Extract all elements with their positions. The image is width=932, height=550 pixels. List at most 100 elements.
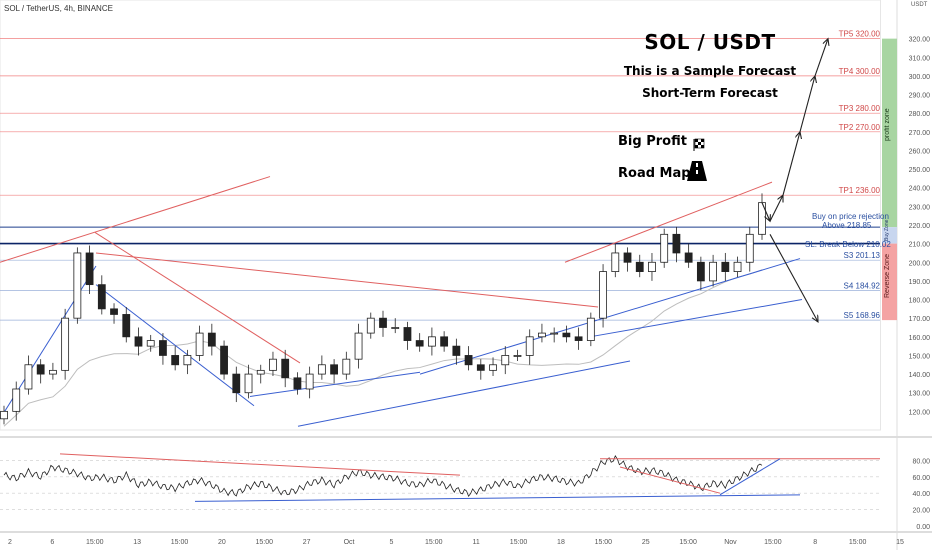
candle-body xyxy=(0,410,8,420)
candle-body xyxy=(379,317,387,328)
oscillator-tick: 80.00 xyxy=(912,458,930,465)
candle-body xyxy=(49,369,57,375)
currency-label: USDT xyxy=(911,2,928,8)
candle-body xyxy=(476,364,485,371)
price-tick: 170.00 xyxy=(909,316,931,323)
buy-zone xyxy=(882,227,897,244)
candle-body xyxy=(110,308,118,315)
level-label: TP2 270.00 xyxy=(839,123,881,132)
trend-line xyxy=(589,299,803,338)
time-tick: 15:00 xyxy=(679,539,697,546)
time-tick: 15:00 xyxy=(86,539,104,546)
candle-body xyxy=(672,233,681,254)
candle-body xyxy=(562,332,571,338)
target-levels: TP5 320.00 TP4 300.00 TP3 280.00 TP2 270.00… xyxy=(0,30,881,321)
candle-body xyxy=(232,373,241,394)
candle-body xyxy=(305,373,314,390)
candle-body xyxy=(24,364,33,390)
forecast-subtitle: This is a Sample Forecast xyxy=(623,64,797,78)
price-tick: 190.00 xyxy=(909,279,931,286)
candle-body xyxy=(330,364,338,375)
buy-zone-label: Buy Zone xyxy=(884,219,890,241)
stop-loss-label: SL: Break Below 210.02 xyxy=(805,240,891,249)
road-icon xyxy=(687,161,707,181)
time-tick: 13 xyxy=(133,539,141,546)
trend-line xyxy=(249,371,421,397)
level-label: TP4 300.00 xyxy=(839,67,881,76)
trend-line xyxy=(297,360,631,427)
candle-body xyxy=(501,355,510,366)
candle-body xyxy=(73,252,82,319)
time-tick: 18 xyxy=(557,539,565,546)
candle-body xyxy=(635,261,644,272)
candle-body xyxy=(489,364,497,371)
candle-body xyxy=(354,332,363,360)
price-tick: 210.00 xyxy=(909,242,931,249)
candle-body xyxy=(220,345,228,375)
time-axis: 2 6 15:00 13 15:00 20 15:00 27 Oct 5 15:00 11 15:00 1… xyxy=(8,539,904,546)
above-level-label: Above 218.85 xyxy=(822,221,872,230)
candle-body xyxy=(440,336,449,347)
candle-body xyxy=(550,332,559,335)
time-tick: Oct xyxy=(344,539,355,546)
price-tick: 150.00 xyxy=(909,353,931,360)
candle-body xyxy=(122,314,131,338)
forecast-arrow xyxy=(799,76,815,132)
forecast-title: SOL / USDT xyxy=(644,30,776,54)
candle-body xyxy=(12,388,21,412)
oscillator-tick: 40.00 xyxy=(912,491,930,498)
price-tick: 300.00 xyxy=(909,74,931,81)
oscillator-tick: 0.00 xyxy=(916,524,930,531)
level-label: TP3 280.00 xyxy=(839,104,881,113)
candle-body xyxy=(366,317,375,334)
candle-body xyxy=(696,261,705,282)
oscillator-trend-line xyxy=(619,466,721,494)
time-tick: 20 xyxy=(218,539,226,546)
candle-body xyxy=(648,261,656,272)
buy-rejection-label: Buy on price rejection xyxy=(812,212,889,221)
time-tick: 27 xyxy=(303,539,311,546)
time-tick: 15:00 xyxy=(171,539,189,546)
candle-body xyxy=(146,340,155,347)
oscillator-trend-line xyxy=(719,458,781,496)
time-tick: 2 xyxy=(8,539,12,546)
candle-body xyxy=(97,284,106,310)
candle-body xyxy=(721,261,730,272)
candle-body xyxy=(183,355,192,366)
candle-body xyxy=(745,233,754,263)
candle-body xyxy=(513,355,522,357)
trend-line xyxy=(95,252,599,308)
time-tick: 15 xyxy=(896,539,904,546)
candle-body xyxy=(159,340,167,356)
price-axis: 120.00 130.00 140.00 150.00 160.00 170.00 180.… xyxy=(909,37,931,417)
road-map-label: Road Map xyxy=(618,166,691,181)
reversal-arrow xyxy=(769,234,818,322)
time-tick: 15:00 xyxy=(849,539,867,546)
time-tick: 15:00 xyxy=(425,539,443,546)
candle-body xyxy=(281,358,290,379)
forecast-arrow xyxy=(769,195,783,222)
price-tick: 130.00 xyxy=(909,391,931,398)
forecast-path xyxy=(761,39,828,322)
trend-line xyxy=(564,181,773,263)
oscillator-tick: 60.00 xyxy=(912,475,930,482)
price-tick: 160.00 xyxy=(909,335,931,342)
forecast-arrow xyxy=(782,132,800,196)
candle-body xyxy=(244,373,253,394)
reverse-zone xyxy=(882,243,897,321)
candle-body xyxy=(660,233,669,263)
reverse-zone-label: Reverse Zone xyxy=(884,254,891,298)
time-tick: 15:00 xyxy=(256,539,274,546)
price-tick: 240.00 xyxy=(909,186,931,193)
candle-body xyxy=(134,336,143,347)
trend-line xyxy=(95,284,255,407)
trend-line xyxy=(419,258,801,375)
price-tick: 140.00 xyxy=(909,372,931,379)
candle-body xyxy=(611,252,620,272)
candle-body xyxy=(269,358,277,371)
big-profit-label: Big Profit xyxy=(618,134,687,149)
candle-body xyxy=(428,336,436,347)
time-tick: 6 xyxy=(50,539,54,546)
candle-body xyxy=(464,355,473,366)
